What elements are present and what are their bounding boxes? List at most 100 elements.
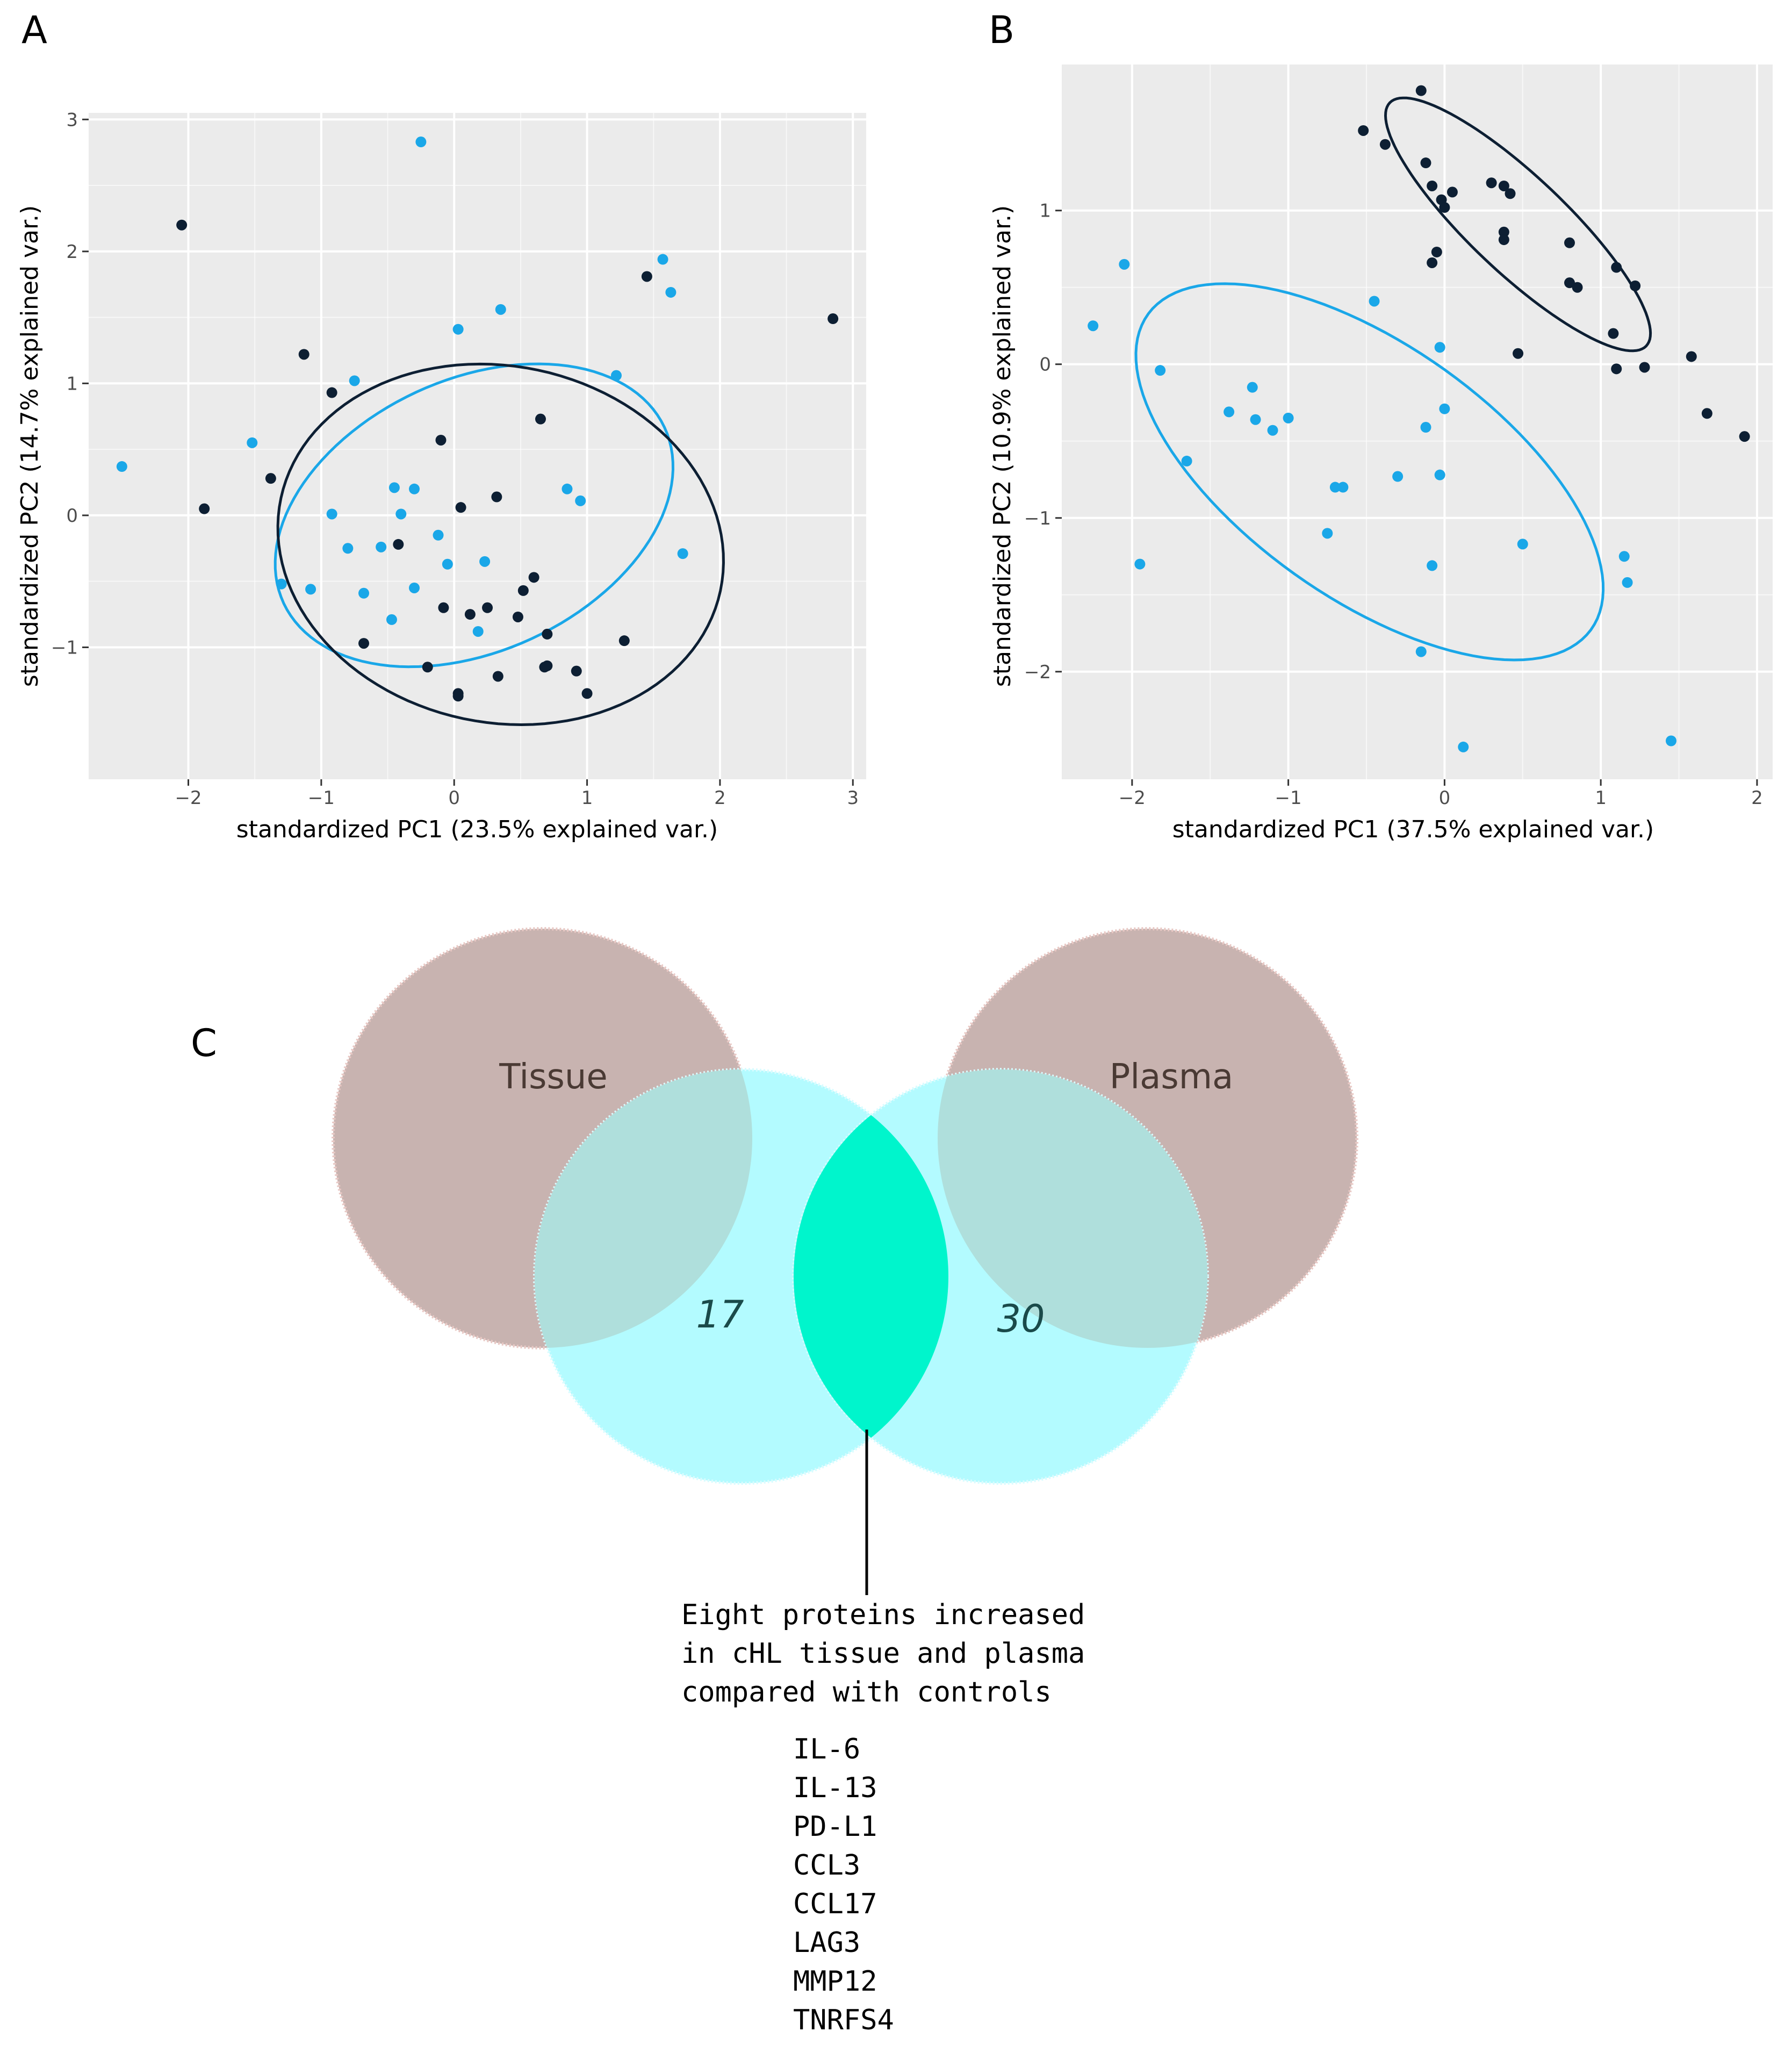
plot-a-x-tick-label: 2 [714,787,726,809]
venn-label-tissue: Tissue [499,1057,608,1097]
plot-b-point-dark [1564,277,1575,289]
pca-plot-b: −2 −1 0 1 2 −2 −1 0 1 standardized PC1 (37.5% ex… [989,64,1773,843]
plot-a-point-light [442,558,453,570]
plot-b-point-dark [1739,431,1750,442]
venn-label-plasma: Plasma [1110,1057,1234,1097]
venn-overlap-plasma [938,1069,1207,1348]
plot-a-point-light [610,370,622,381]
plot-a-x-tick-label: 3 [847,787,859,809]
plot-a-point-dark [199,503,210,514]
plot-b-point-dark [1427,180,1438,191]
plot-b-ellipse-light [1134,282,1605,662]
plot-b-point-dark [1572,282,1583,293]
pca-plot-a: −2 −1 0 1 2 3 −1 0 1 2 3 standardized PC1 (23.5% e… [16,109,866,843]
plot-a-point-dark [528,572,539,583]
plot-a-point-dark [265,473,276,484]
plot-a-point-dark [464,609,476,620]
plot-a-point-dark [482,602,493,613]
plot-b-point-dark [1611,262,1622,273]
plot-b-y-tick-label: −1 [1024,508,1051,529]
plot-a-point-dark [492,671,503,682]
plot-b-point-dark [1431,246,1442,257]
plot-a-point-light [415,137,427,148]
plot-b-point-light [1369,296,1380,307]
protein-item: LAG3 [793,1927,860,1959]
plot-b-point-dark [1498,180,1509,191]
plot-a-point-light [388,482,400,493]
plot-b-ellipse-dark [1384,96,1652,353]
plot-b-point-light [1322,528,1333,539]
plot-b-point-light [1434,469,1445,480]
plot-b-point-dark [1358,125,1369,136]
callout-line-2: in cHL tissue and plasma [681,1638,1085,1670]
plot-b-point-dark [1608,328,1619,339]
protein-item: PD-L1 [793,1811,877,1843]
plot-b-point-light [1434,342,1445,353]
plot-a-y-tick-label: 1 [66,373,78,394]
plot-a-ellipse-light [274,362,675,669]
plot-a-point-light [657,254,668,265]
plot-b-point-light [1458,741,1469,752]
protein-list: IL-6 IL-13 PD-L1 CCL3 CCL17 LAG3 MMP12 T… [793,1733,894,2036]
plot-a-y-tick-label: −1 [51,637,78,658]
plot-a-ellipse-dark [276,362,725,727]
plot-a-y-tick-label: 3 [66,109,78,131]
plot-b-points [1088,85,1750,752]
plot-b-y-tick-label: 1 [1039,200,1051,222]
plot-b-point-dark [1505,188,1516,199]
plot-a-point-light [562,483,573,494]
plot-a-point-light [575,495,586,506]
plot-b-point-light [1415,646,1427,657]
plot-a-point-dark [618,635,630,647]
plot-b-point-dark [1564,237,1575,248]
protein-item: CCL17 [793,1888,877,1920]
plot-a-point-dark [452,691,464,702]
plot-a-point-light [452,324,464,335]
plot-b-point-dark [1379,139,1391,150]
callout-line-1: Eight proteins increased [681,1599,1085,1631]
plot-a-point-light [386,614,397,625]
plot-a-point-dark [422,662,433,673]
plot-a-point-light [479,556,491,567]
plot-b-point-light [1247,382,1258,393]
venn-count-left: 17 [696,1293,744,1337]
venn-center-intersection [794,1069,948,1483]
plot-a-point-dark [535,413,546,425]
plot-b-point-light [1622,577,1633,588]
plot-b-y-tick-label: −2 [1024,662,1051,683]
plot-a-x-tick-label: −2 [175,787,201,809]
plot-a-point-dark [358,638,370,649]
plot-a-point-dark [571,665,582,677]
plot-b-point-light [1618,551,1630,562]
plot-a-point-dark [438,602,449,613]
plot-a-point-light [116,461,127,472]
venn-count-right: 30 [997,1297,1045,1341]
plot-b-point-light [1427,560,1438,571]
plot-a-point-dark [455,502,466,513]
plot-a-point-dark [393,539,404,550]
plot-b-point-dark [1701,408,1712,419]
plot-a-x-axis-label: standardized PC1 (23.5% explained var.) [236,816,718,843]
plot-b-point-dark [1611,363,1622,375]
plot-a-points [116,137,839,702]
plot-b-point-light [1250,414,1261,425]
plot-a-point-light [409,582,420,593]
plot-b-point-light [1439,403,1450,414]
plot-a-x-tick-label: −1 [308,787,335,809]
plot-a-point-light [495,304,506,315]
plot-b-y-tick-label: 0 [1039,354,1051,376]
plot-a-y-axis-label: standardized PC2 (14.7% explained var.) [16,205,44,687]
plot-b-x-tick-label: 0 [1439,787,1451,809]
plot-b-point-light [1267,425,1278,436]
plot-b-y-axis-label: standardized PC2 (10.9% explained var.) [989,205,1016,687]
plot-a-y-tick-label: 0 [66,505,78,527]
plot-a-grid [89,113,866,779]
plot-a-point-dark [581,688,593,699]
plot-a-point-dark [326,387,337,398]
plot-b-point-light [1181,455,1192,466]
plot-a-point-light [342,543,354,554]
protein-item: IL-13 [793,1772,877,1804]
plot-b-point-light [1392,471,1404,482]
plot-b-point-dark [1446,186,1458,198]
plot-a-x-tick-label: 0 [448,787,460,809]
